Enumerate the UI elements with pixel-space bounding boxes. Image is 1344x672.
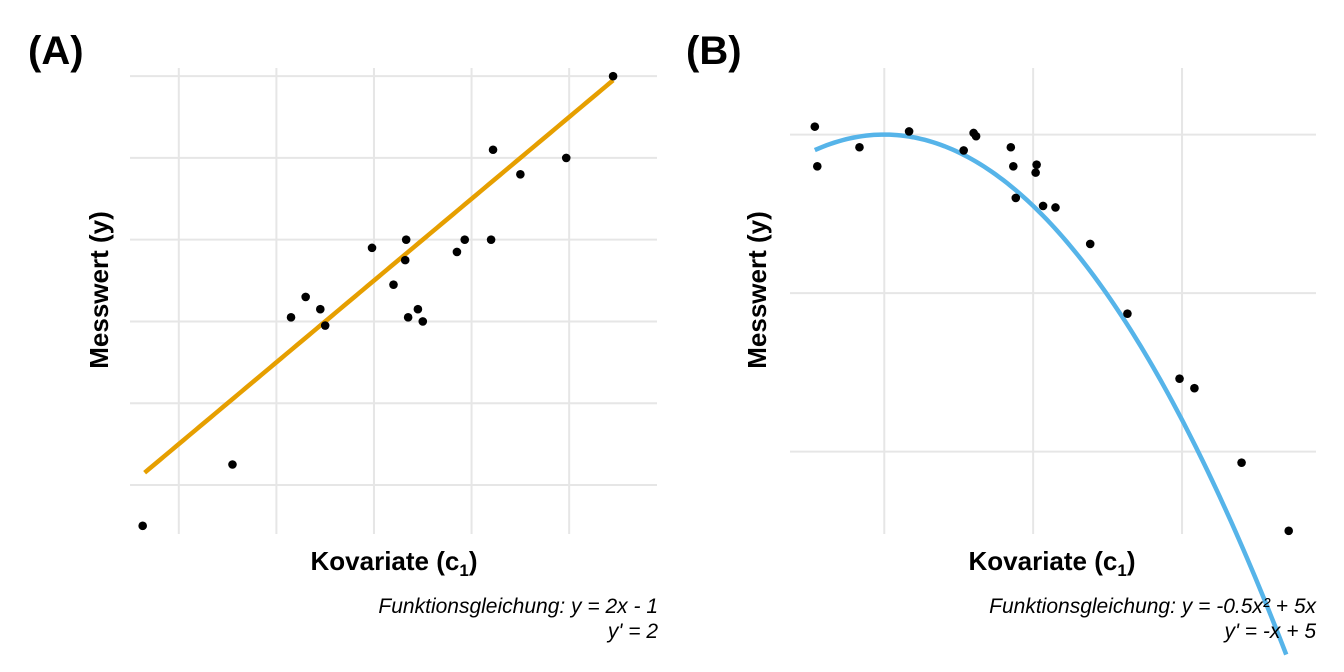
panel-b-fit-line bbox=[813, 132, 1289, 656]
panel-b-data-point-12 bbox=[1038, 201, 1048, 211]
panel-b: (B) Kovariate (c1) Messwert (y) Funktion… bbox=[686, 29, 1317, 656]
panel-b-data-point-9 bbox=[1011, 193, 1021, 203]
panel-a-data-point-4 bbox=[316, 304, 325, 314]
panel-b-data-point-18 bbox=[1237, 458, 1246, 467]
panel-a-data-point-1 bbox=[228, 460, 237, 469]
panel-a-data-point-18 bbox=[561, 153, 571, 163]
panel-b-fit-group bbox=[813, 132, 1289, 656]
panel-b-points bbox=[810, 122, 1294, 536]
panel-a-data-point-3 bbox=[301, 292, 310, 302]
panel-a-x-axis-label: Kovariate (c1) bbox=[311, 546, 478, 580]
panel-b-data-point-0 bbox=[810, 122, 820, 131]
panel-b-label: (B) bbox=[686, 29, 742, 73]
panel-a-data-point-10 bbox=[403, 313, 413, 322]
panel-a-data-point-11 bbox=[413, 304, 423, 314]
panel-a-fit-group bbox=[143, 78, 615, 475]
panel-b-xlabel-end: ) bbox=[1127, 546, 1136, 576]
panel-b-equation-line2: y' = -x + 5 bbox=[1222, 620, 1316, 643]
panel-a-data-point-0 bbox=[138, 521, 147, 531]
panel-a-data-point-7 bbox=[389, 280, 398, 289]
panel-a-xlabel-sub: 1 bbox=[459, 561, 468, 580]
panel-b-y-axis-label: Messwert (y) bbox=[742, 211, 772, 369]
panel-a-y-axis-label: Messwert (y) bbox=[84, 211, 114, 369]
panel-b-x-axis-label: Kovariate (c1) bbox=[969, 546, 1136, 580]
panel-b-data-point-2 bbox=[855, 142, 864, 152]
panel-a-equation-line1: Funktionsgleichung: y = 2x - 1 bbox=[378, 595, 658, 618]
panel-a: (A) Kovariate (c1) Messwert (y) Funktion… bbox=[28, 29, 658, 643]
panel-b-data-point-7 bbox=[1006, 142, 1016, 152]
panel-b-data-point-14 bbox=[1085, 239, 1095, 249]
panel-b-xlabel-sub: 1 bbox=[1117, 561, 1126, 580]
panel-a-data-point-5 bbox=[320, 321, 330, 330]
panel-a-label: (A) bbox=[28, 29, 84, 73]
panel-a-data-point-19 bbox=[608, 71, 618, 81]
panel-b-data-point-15 bbox=[1123, 309, 1132, 318]
panel-b-data-point-1 bbox=[812, 161, 822, 171]
panel-a-data-point-13 bbox=[452, 247, 462, 257]
panel-a-data-point-6 bbox=[367, 243, 377, 253]
panel-a-data-point-8 bbox=[400, 255, 410, 265]
panel-b-data-point-8 bbox=[1009, 161, 1018, 171]
panel-b-data-point-3 bbox=[904, 127, 914, 136]
panel-b-data-point-17 bbox=[1190, 383, 1199, 393]
panel-b-data-point-11 bbox=[1032, 160, 1041, 169]
panel-a-xlabel-main: Kovariate (c bbox=[311, 546, 460, 576]
panel-b-gridlines bbox=[790, 68, 1316, 534]
panel-b-data-point-4 bbox=[959, 146, 968, 155]
panel-b-data-point-13 bbox=[1051, 203, 1060, 212]
panel-a-data-point-16 bbox=[488, 145, 498, 155]
panel-a-data-point-12 bbox=[418, 317, 428, 326]
panel-a-gridlines bbox=[130, 68, 657, 534]
panel-a-equation-line2: y' = 2 bbox=[606, 620, 658, 643]
panel-b-xlabel-main: Kovariate (c bbox=[969, 546, 1118, 576]
panel-a-xlabel-end: ) bbox=[469, 546, 478, 576]
panel-a-data-point-9 bbox=[401, 235, 411, 244]
panel-a-data-point-17 bbox=[516, 169, 525, 179]
panel-a-fit-line bbox=[143, 78, 615, 475]
panel-b-data-point-6 bbox=[971, 131, 981, 141]
panel-a-data-point-15 bbox=[486, 235, 496, 244]
panel-b-equation-line1: Funktionsgleichung: y = -0.5x² + 5x bbox=[989, 595, 1317, 618]
panel-a-data-point-14 bbox=[460, 235, 470, 244]
panel-b-data-point-16 bbox=[1175, 374, 1184, 383]
panel-a-data-point-2 bbox=[286, 313, 296, 322]
panel-b-data-point-19 bbox=[1284, 526, 1294, 536]
panel-b-data-point-10 bbox=[1031, 168, 1040, 177]
panel-a-points bbox=[138, 71, 618, 531]
